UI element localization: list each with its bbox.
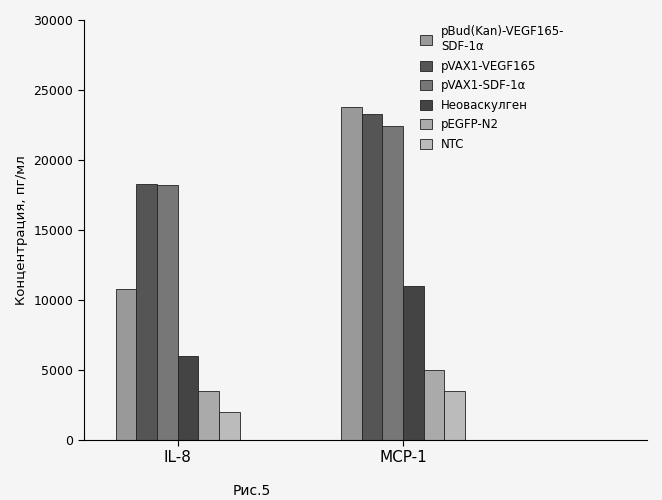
Bar <box>136 184 157 440</box>
Bar <box>361 114 383 440</box>
Bar <box>383 126 403 440</box>
Bar <box>219 412 240 440</box>
Bar <box>403 286 424 440</box>
Y-axis label: Концентрация, пг/мл: Концентрация, пг/мл <box>15 155 28 304</box>
Bar <box>116 288 136 440</box>
Bar <box>199 390 219 440</box>
Text: Рис.5: Рис.5 <box>232 484 271 498</box>
Bar <box>177 356 199 440</box>
Legend: pBud(Kan)-VEGF165-
SDF-1α, pVAX1-VEGF165, pVAX1-SDF-1α, Неоваскулген, pEGFP-N2, : pBud(Kan)-VEGF165- SDF-1α, pVAX1-VEGF165… <box>416 22 568 154</box>
Bar <box>424 370 444 440</box>
Bar <box>157 185 177 440</box>
Bar <box>444 390 465 440</box>
Bar <box>341 106 361 440</box>
